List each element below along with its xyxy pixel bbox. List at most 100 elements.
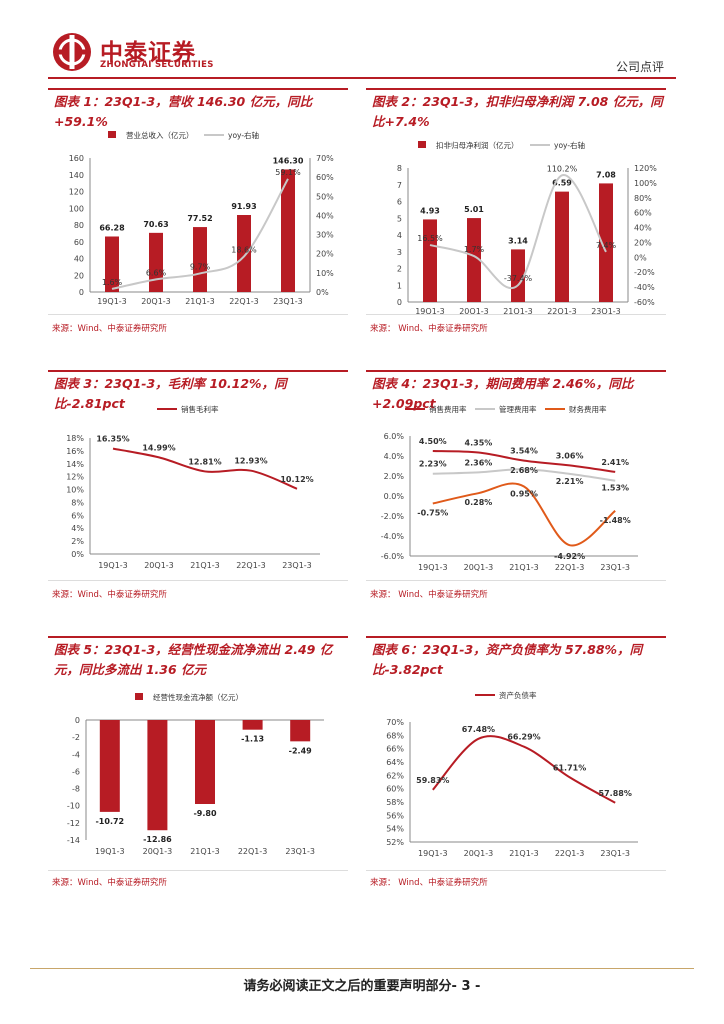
x-tick-label: 20Q1-3	[144, 561, 174, 570]
line-data-label: 1.6%	[102, 278, 123, 287]
y-right-tick-label: 40%	[316, 211, 334, 220]
y-tick-label: 52%	[386, 838, 404, 847]
bar	[237, 215, 251, 292]
x-tick-label: 22Q1-3	[555, 849, 585, 858]
x-tick-label: 20Q1-3	[464, 849, 494, 858]
x-tick-label: 19Q1-3	[95, 847, 125, 856]
panel-title-bar	[48, 370, 348, 372]
y-tick-label: 62%	[386, 771, 404, 780]
legend-label: 经营性现金流净额（亿元）	[153, 692, 243, 702]
line-data-label: 3.54%	[510, 447, 538, 456]
source-divider	[48, 580, 348, 581]
y-left-tick-label: 0	[79, 288, 84, 297]
legend-label: 销售费用率	[429, 404, 467, 414]
line-data-label: -37.4%	[504, 274, 533, 283]
line-data-label: 0.28%	[465, 498, 493, 507]
line-data-label: 57.88%	[599, 789, 632, 798]
y-tick-label: 58%	[386, 798, 404, 807]
yoy-line	[429, 174, 607, 289]
brand-name-cn: 中泰证券	[100, 40, 196, 66]
x-tick-label: 19Q1-3	[418, 563, 448, 572]
series-line	[432, 450, 616, 473]
y-tick-label: 0	[75, 716, 80, 725]
line-data-label: 16.5%	[417, 234, 443, 243]
chart-panel-3: 图表 3：23Q1-3，毛利率 10.12%，同比-2.81pct 销售毛利率 0…	[48, 368, 348, 608]
y-tick-label: 6.0%	[384, 432, 405, 441]
line-data-label: -1.48%	[600, 516, 631, 525]
y-tick-label: -10	[67, 802, 80, 811]
chart-source: 来源：Wind、中泰证券研究所	[52, 324, 167, 334]
chart-source: 来源： Wind、中泰证券研究所	[370, 590, 488, 600]
line-data-label: -4.92%	[554, 552, 585, 561]
bar	[511, 249, 525, 302]
line-data-label: 12.93%	[234, 457, 267, 466]
chart-panel-4: 图表 4：23Q1-3，期间费用率 2.46%，同比+2.09pct 销售费用率…	[366, 368, 666, 608]
y-left-tick-label: 4	[397, 231, 402, 240]
line-data-label: 2.41%	[601, 458, 629, 467]
bar-data-label: 3.14	[508, 236, 528, 245]
x-tick-label: 19Q1-3	[98, 561, 128, 570]
y-tick-label: 4.0%	[384, 452, 405, 461]
y-right-tick-label: 10%	[316, 269, 334, 278]
y-right-tick-label: 60%	[634, 209, 652, 218]
chart-title: 图表 2：23Q1-3，扣非归母净利润 7.08 亿元，同比+7.4%	[372, 94, 663, 129]
y-tick-label: 12%	[66, 473, 84, 482]
y-left-tick-label: 7	[397, 181, 402, 190]
line-data-label: 12.81%	[188, 457, 221, 466]
bar	[105, 236, 119, 292]
doc-type-label: 公司点评	[615, 60, 664, 74]
y-right-tick-label: 100%	[634, 179, 657, 188]
y-tick-label: -14	[67, 836, 80, 845]
bar	[149, 232, 163, 292]
y-left-tick-label: 20	[74, 271, 84, 280]
legend-label: 管理费用率	[499, 404, 537, 414]
y-left-tick-label: 2	[397, 265, 402, 274]
panel-title-bar	[48, 88, 348, 90]
chart-panel-5: 图表 5：23Q1-3，经营性现金流净流出 2.49 亿元，同比多流出 1.36…	[48, 634, 348, 894]
series-line	[432, 482, 616, 547]
bar	[555, 191, 569, 302]
y-right-tick-label: 40%	[634, 224, 652, 233]
y-tick-label: 18%	[66, 434, 84, 443]
line-data-label: 61.71%	[553, 763, 586, 772]
x-tick-label: 23Q1-3	[600, 849, 630, 858]
bar	[147, 720, 168, 831]
y-tick-label: 8%	[71, 498, 84, 507]
y-tick-label: 70%	[386, 718, 404, 727]
bar-data-label: 77.52	[187, 214, 212, 223]
y-right-tick-label: 0%	[634, 253, 647, 262]
line-data-label: 10.12%	[280, 475, 313, 484]
bar	[290, 720, 311, 742]
y-tick-label: 0.0%	[384, 492, 405, 501]
line-data-label: 59.1%	[275, 168, 301, 177]
x-tick-label: 23Q1-3	[285, 847, 315, 856]
y-right-tick-label: 30%	[316, 231, 334, 240]
panel-title-bar	[366, 370, 666, 372]
x-tick-label: 22Q1-3	[229, 297, 259, 306]
x-tick-label: 20Q1-3	[459, 307, 489, 316]
y-tick-label: 64%	[386, 758, 404, 767]
legend-label: 财务费用率	[569, 404, 607, 414]
x-tick-label: 23Q1-3	[591, 307, 621, 316]
line-data-label: 2.68%	[510, 466, 538, 475]
legend-label: 资产负债率	[499, 690, 537, 700]
bar-data-label: -1.13	[241, 735, 264, 744]
line-data-label: 1.7%	[464, 245, 485, 254]
x-tick-label: 21Q1-3	[185, 297, 215, 306]
line-data-label: 14.99%	[142, 443, 175, 452]
line-data-label: 7.4%	[596, 241, 617, 250]
legend-label: 营业总收入（亿元）	[126, 130, 194, 140]
y-right-tick-label: 20%	[634, 238, 652, 247]
cash-flow-chart: 经营性现金流净额（亿元） -14 -12 -10 -8 -6 -4 -2 0 -10.72 19Q1…	[67, 692, 324, 856]
gross-margin-chart: 销售毛利率 0% 2% 4% 6% 8% 10% 12% 14% 16% 18% 19Q1-3 20Q1…	[66, 404, 320, 570]
yoy-line	[111, 178, 289, 290]
legend-label: 扣非归母净利润（亿元）	[436, 140, 519, 150]
panel-title-bar	[48, 636, 348, 638]
chart-title: 图表 4：23Q1-3，期间费用率 2.46%，同比+2.09pct	[372, 376, 634, 411]
source-divider	[48, 314, 348, 315]
bar-data-label: -2.49	[289, 746, 312, 755]
line-data-label: 1.53%	[601, 484, 629, 493]
y-left-tick-label: 8	[397, 164, 402, 173]
y-tick-label: -6.0%	[381, 552, 405, 561]
source-divider	[366, 580, 666, 581]
